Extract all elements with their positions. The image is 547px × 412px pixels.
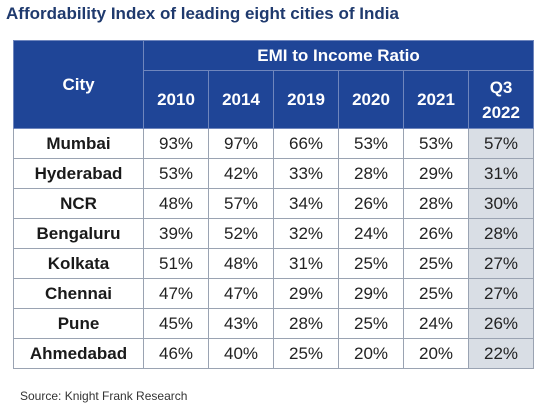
ratio-value-cell: 51% <box>143 248 209 279</box>
ratio-value-cell: 53% <box>143 158 209 189</box>
ratio-value-cell: 20% <box>403 338 469 369</box>
ratio-value-cell: 22% <box>467 338 535 369</box>
ratio-value-cell: 24% <box>338 218 404 249</box>
year-column-header: 2021 <box>403 70 469 129</box>
table-row: Hyderabad 53% 42% 33% 28% 29% 31% <box>13 158 535 189</box>
ratio-value-cell: 97% <box>208 128 274 159</box>
ratio-value-cell: 48% <box>208 248 274 279</box>
ratio-value-cell: 27% <box>467 278 535 309</box>
ratio-value-cell: 29% <box>273 278 339 309</box>
ratio-value-cell: 39% <box>143 218 209 249</box>
ratio-value-cell: 93% <box>143 128 209 159</box>
ratio-value-cell: 32% <box>273 218 339 249</box>
ratio-value-cell: 47% <box>208 278 274 309</box>
year-column-header: 2010 <box>143 70 209 129</box>
year-column-header: 2014 <box>208 70 274 129</box>
ratio-value-cell: 31% <box>273 248 339 279</box>
ratio-value-cell: 53% <box>338 128 404 159</box>
city-name-cell: Ahmedabad <box>13 338 144 369</box>
ratio-value-cell: 57% <box>208 188 274 219</box>
ratio-value-cell: 48% <box>143 188 209 219</box>
ratio-value-cell: 28% <box>338 158 404 189</box>
table-row: Mumbai 93% 97% 66% 53% 53% 57% <box>13 128 535 159</box>
ratio-value-cell: 25% <box>338 248 404 279</box>
ratio-value-cell: 53% <box>403 128 469 159</box>
ratio-value-cell: 25% <box>403 248 469 279</box>
table-row: Kolkata 51% 48% 31% 25% 25% 27% <box>13 248 535 279</box>
ratio-value-cell: 34% <box>273 188 339 219</box>
ratio-value-cell: 43% <box>208 308 274 339</box>
year-column-header: 2019 <box>273 70 339 129</box>
ratio-value-cell: 29% <box>403 158 469 189</box>
table-row: Ahmedabad 46% 40% 25% 20% 20% 22% <box>13 338 535 369</box>
ratio-value-cell: 26% <box>467 308 535 339</box>
ratio-value-cell: 57% <box>467 128 535 159</box>
group-header: EMI to Income Ratio <box>142 40 535 71</box>
ratio-value-cell: 28% <box>403 188 469 219</box>
ratio-value-cell: 24% <box>403 308 469 339</box>
city-name-cell: NCR <box>13 188 144 219</box>
source-note: Source: Knight Frank Research <box>20 389 188 403</box>
ratio-value-cell: 26% <box>338 188 404 219</box>
year-label: 2019 <box>287 90 325 109</box>
ratio-value-cell: 66% <box>273 128 339 159</box>
ratio-value-cell: 25% <box>338 308 404 339</box>
year-label: 2021 <box>417 90 455 109</box>
ratio-value-cell: 40% <box>208 338 274 369</box>
ratio-value-cell: 28% <box>467 218 535 249</box>
affordability-table: City EMI to Income Ratio 2010 2014 2019 202… <box>13 40 535 369</box>
ratio-value-cell: 27% <box>467 248 535 279</box>
ratio-value-cell: 26% <box>403 218 469 249</box>
city-column-header: City <box>13 40 144 129</box>
ratio-value-cell: 45% <box>143 308 209 339</box>
year-label: 2020 <box>352 90 390 109</box>
city-name-cell: Mumbai <box>13 128 144 159</box>
chart-title: Affordability Index of leading eight cit… <box>6 4 399 23</box>
ratio-value-cell: 20% <box>338 338 404 369</box>
table-body: Mumbai 93% 97% 66% 53% 53% 57% Hyderabad 53% 42% 3… <box>13 128 535 369</box>
city-name-cell: Kolkata <box>13 248 144 279</box>
ratio-value-cell: 46% <box>143 338 209 369</box>
year-column-header: 2020 <box>338 70 404 129</box>
ratio-value-cell: 25% <box>403 278 469 309</box>
year-column-header: Q3 2022 <box>467 70 535 129</box>
table-row: Bengaluru 39% 52% 32% 24% 26% 28% <box>13 218 535 249</box>
header-row-top: City EMI to Income Ratio <box>13 40 535 129</box>
ratio-value-cell: 52% <box>208 218 274 249</box>
year-label: Q3 <box>489 77 513 97</box>
city-name-cell: Bengaluru <box>13 218 144 249</box>
city-name-cell: Chennai <box>13 278 144 309</box>
ratio-value-cell: 31% <box>467 158 535 189</box>
ratio-value-cell: 29% <box>338 278 404 309</box>
table-row: NCR 48% 57% 34% 26% 28% 30% <box>13 188 535 219</box>
ratio-value-cell: 42% <box>208 158 274 189</box>
ratio-value-cell: 25% <box>273 338 339 369</box>
year-label: 2014 <box>222 90 260 109</box>
table-row: Pune 45% 43% 28% 25% 24% 26% <box>13 308 535 339</box>
header-row-years: 2010 2014 2019 2020 2021 Q3 2022 <box>14 70 535 129</box>
ratio-value-cell: 30% <box>467 188 535 219</box>
year-label: 2010 <box>157 90 195 109</box>
ratio-value-cell: 28% <box>273 308 339 339</box>
year-label: 2022 <box>482 102 520 122</box>
ratio-value-cell: 33% <box>273 158 339 189</box>
ratio-value-cell: 47% <box>143 278 209 309</box>
table-row: Chennai 47% 47% 29% 29% 25% 27% <box>13 278 535 309</box>
city-name-cell: Pune <box>13 308 144 339</box>
city-name-cell: Hyderabad <box>13 158 144 189</box>
